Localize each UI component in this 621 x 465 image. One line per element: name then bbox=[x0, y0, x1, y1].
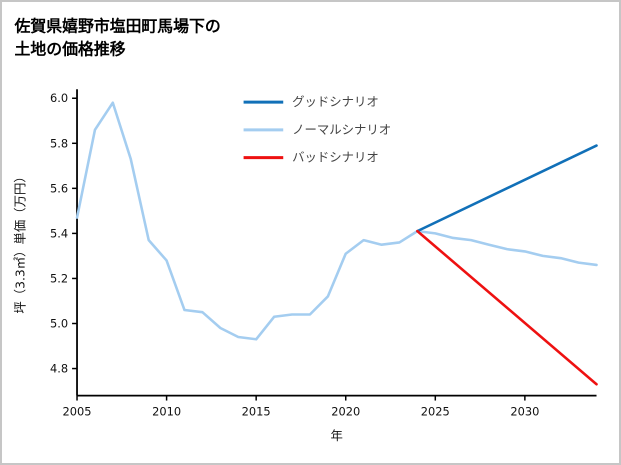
series-line-2 bbox=[416, 229, 598, 386]
chart-title-line1: 佐賀県嬉野市塩田町馬場下の bbox=[14, 17, 221, 36]
y-tick-label: 6.0 bbox=[50, 91, 68, 105]
legend-label: ノーマルシナリオ bbox=[292, 122, 391, 137]
series-group bbox=[75, 101, 598, 386]
series-line-1 bbox=[75, 101, 598, 341]
y-axis-label: 坪（3.3㎡）単価（万円） bbox=[12, 170, 27, 313]
y-tick-label: 5.4 bbox=[50, 226, 68, 240]
x-axis-label: 年 bbox=[331, 428, 343, 443]
x-tick-label: 2030 bbox=[510, 404, 539, 418]
y-tick-label: 5.8 bbox=[50, 136, 68, 150]
axes-group: 2005 2010 2015 2020 2025 2030 4.8 5.0 5.2 5.4 5.6 5… bbox=[50, 89, 597, 418]
y-tick-label: 4.8 bbox=[50, 362, 68, 376]
y-tick-label: 5.2 bbox=[50, 271, 68, 285]
x-tick-label: 2025 bbox=[421, 404, 450, 418]
y-tick-label: 5.6 bbox=[50, 181, 68, 195]
chart-title-line2: 土地の価格推移 bbox=[15, 40, 126, 59]
y-tick-label: 5.0 bbox=[50, 316, 68, 330]
labels-group: 佐賀県嬉野市塩田町馬場下の 土地の価格推移 年 坪（3.3㎡）単価（万円） bbox=[12, 17, 342, 443]
x-tick-label: 2010 bbox=[152, 404, 181, 418]
series-line-0 bbox=[416, 144, 598, 233]
x-tick-label: 2020 bbox=[331, 404, 360, 418]
legend-label: バッドシナリオ bbox=[292, 150, 379, 165]
x-tick-label: 2005 bbox=[63, 404, 92, 418]
x-tick-label: 2015 bbox=[242, 404, 271, 418]
legend-label: グッドシナリオ bbox=[292, 94, 379, 109]
